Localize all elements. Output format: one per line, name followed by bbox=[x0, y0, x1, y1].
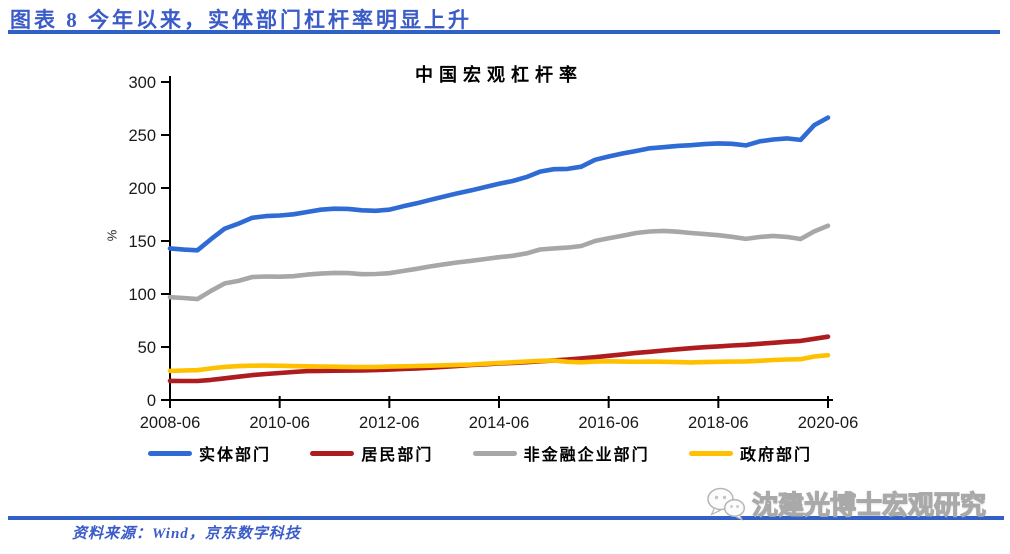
y-tick-label: 50 bbox=[138, 339, 156, 357]
legend-label-nonfinancial-corporate: 非金融企业部门 bbox=[523, 447, 650, 464]
y-tick-label: 150 bbox=[128, 233, 156, 251]
legend-label-real-economy: 实体部门 bbox=[199, 447, 272, 464]
header-divider bbox=[8, 30, 1000, 34]
x-tick-label: 2020-06 bbox=[798, 414, 859, 432]
y-tick-label: 100 bbox=[128, 286, 156, 304]
y-tick-label: 200 bbox=[128, 180, 156, 198]
legend-item-real-economy: 实体部门 bbox=[148, 441, 271, 465]
chart-legend: 实体部门 居民部门 非金融企业部门 政府部门 bbox=[148, 441, 812, 465]
y-tick-label: 250 bbox=[128, 127, 156, 145]
legend-swatch-government bbox=[688, 450, 733, 456]
x-tick-label: 2010-06 bbox=[249, 414, 310, 432]
x-tick-label: 2012-06 bbox=[359, 414, 420, 432]
x-tick-label: 2016-06 bbox=[578, 414, 639, 432]
legend-swatch-household bbox=[310, 450, 355, 456]
legend-item-government: 政府部门 bbox=[688, 441, 812, 465]
legend-swatch-real-economy bbox=[148, 450, 192, 456]
y-axis-unit-label: % bbox=[104, 229, 120, 242]
x-tick-label: 2014-06 bbox=[469, 414, 530, 432]
legend-label-household: 居民部门 bbox=[361, 447, 434, 464]
watermark: 沈建光博士宏观研究 bbox=[706, 485, 987, 522]
legend-label-government: 政府部门 bbox=[739, 447, 812, 464]
series-line-household bbox=[167, 334, 831, 384]
watermark-text: 沈建光博士宏观研究 bbox=[751, 490, 986, 520]
series-line-nonfinancial-corporate bbox=[167, 223, 831, 302]
y-tick-label: 300 bbox=[128, 74, 156, 92]
legend-item-nonfinancial-corporate: 非金融企业部门 bbox=[472, 441, 650, 465]
x-tick-label: 2008-06 bbox=[140, 414, 201, 432]
y-tick-label: 0 bbox=[147, 392, 156, 410]
series-line-real-economy bbox=[167, 115, 831, 253]
footer-divider bbox=[8, 516, 1004, 520]
source-note: 资料来源：Wind，京东数字科技 bbox=[72, 526, 301, 542]
legend-item-household: 居民部门 bbox=[310, 441, 433, 465]
wechat-icon bbox=[707, 487, 746, 521]
series-line-government bbox=[167, 352, 831, 374]
figure-title: 图表 8 今年以来，实体部门杠杆率明显上升 bbox=[10, 8, 472, 32]
legend-swatch-nonfinancial-corporate bbox=[472, 450, 517, 456]
x-tick-label: 2018-06 bbox=[688, 414, 749, 432]
chart-title: 中国宏观杠杆率 bbox=[415, 65, 583, 85]
